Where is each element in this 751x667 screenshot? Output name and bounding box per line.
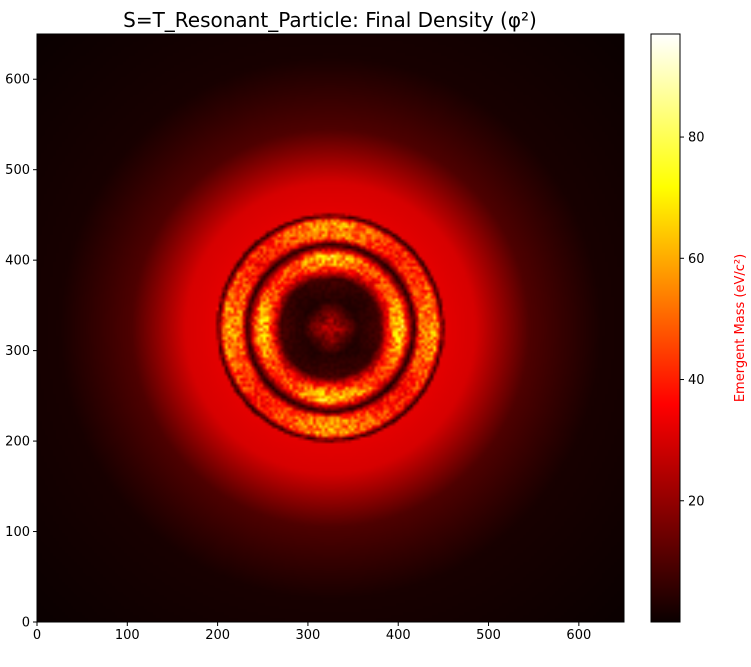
x-tick-label: 100 <box>115 628 140 643</box>
x-tick-label: 500 <box>476 628 501 643</box>
x-tick-label: 200 <box>205 628 230 643</box>
y-tick-label: 200 <box>5 435 30 450</box>
y-tick-label: 600 <box>5 73 30 88</box>
y-axis: 0 100 200 300 400 500 600 <box>5 73 37 631</box>
x-tick-label: 600 <box>566 628 591 643</box>
chart-title: S=T_Resonant_Particle: Final Density (φ²… <box>123 8 537 32</box>
colorbar-tick-label: 20 <box>688 494 705 509</box>
colorbar-label: Emergent Mass (eV/c²) <box>733 254 748 402</box>
heatmap-image <box>36 33 625 623</box>
y-tick-label: 100 <box>5 525 30 540</box>
colorbar-tick-label: 40 <box>688 373 705 388</box>
y-tick-label: 400 <box>5 254 30 269</box>
colorbar: 20 40 60 80 Emergent Mass (eV/c²) <box>650 33 748 623</box>
plot-frame <box>36 33 625 623</box>
y-tick-label: 300 <box>5 344 30 359</box>
x-tick-label: 400 <box>386 628 411 643</box>
y-tick-label: 0 <box>22 616 30 631</box>
density-field-image <box>37 34 624 622</box>
colorbar-tick-label: 80 <box>688 131 705 146</box>
colorbar-ticks: 20 40 60 80 <box>680 131 705 509</box>
colorbar-tick-label: 60 <box>688 252 705 267</box>
x-tick-label: 300 <box>296 628 321 643</box>
colorbar-gradient <box>650 33 681 623</box>
x-tick-label: 0 <box>33 628 41 643</box>
y-tick-label: 500 <box>5 163 30 178</box>
x-axis: 0 100 200 300 400 500 600 <box>33 622 591 643</box>
